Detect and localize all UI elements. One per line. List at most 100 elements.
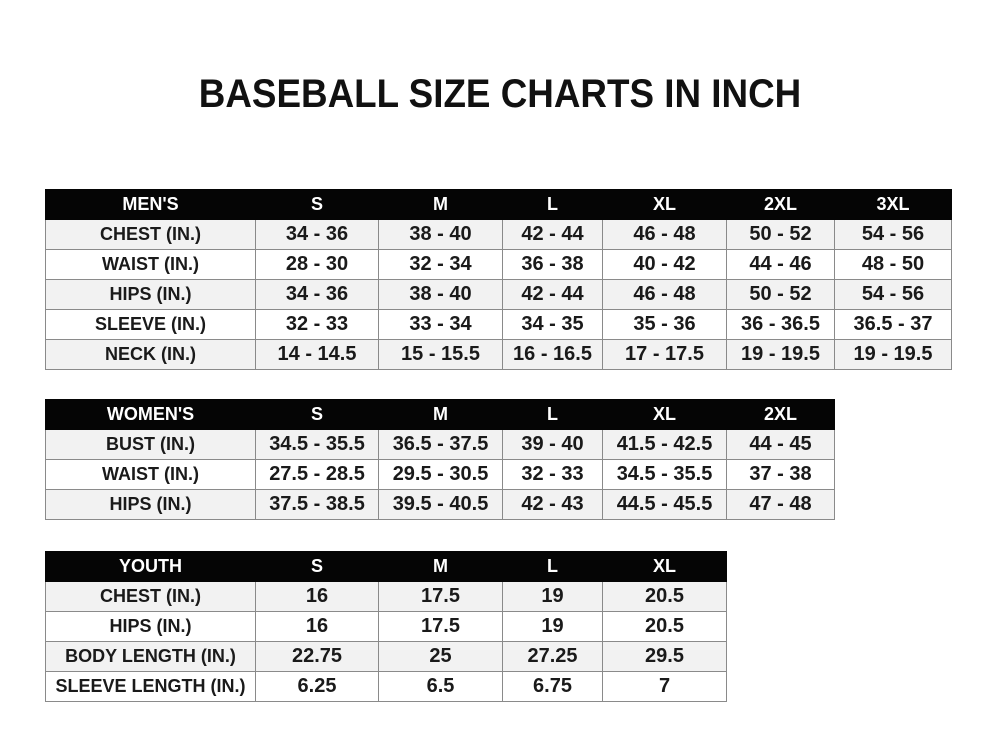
size-value: 14 - 14.5 [255, 339, 379, 370]
page-title: BASEBALL SIZE CHARTS IN INCH [198, 72, 802, 116]
size-header: 3XL [834, 189, 952, 220]
size-value: 20.5 [602, 581, 727, 612]
size-value: 47 - 48 [726, 489, 835, 520]
size-value: 6.25 [255, 671, 379, 702]
size-value: 35 - 36 [602, 309, 727, 340]
measurement-label: NECK (IN.) [45, 339, 256, 370]
size-value: 34 - 36 [255, 279, 379, 310]
youth-size-table: YOUTH S M L XL CHEST (IN.) 16 17.5 19 20.5 HIPS (I… [45, 551, 727, 702]
size-value: 37.5 - 38.5 [255, 489, 379, 520]
size-value: 44 - 45 [726, 429, 835, 460]
size-value: 46 - 48 [602, 279, 727, 310]
size-value: 16 - 16.5 [502, 339, 603, 370]
table-row: CHEST (IN.) 16 17.5 19 20.5 [45, 581, 727, 612]
table-row: SLEEVE (IN.) 32 - 33 33 - 34 34 - 35 35 - 36… [45, 309, 952, 340]
size-value: 36.5 - 37 [834, 309, 952, 340]
size-value: 42 - 43 [502, 489, 603, 520]
size-value: 20.5 [602, 611, 727, 642]
size-header: 2XL [726, 399, 835, 430]
size-value: 37 - 38 [726, 459, 835, 490]
size-value: 6.75 [502, 671, 603, 702]
measurement-label: SLEEVE LENGTH (IN.) [45, 671, 256, 702]
size-header: L [502, 189, 603, 220]
measurement-label: CHEST (IN.) [45, 219, 256, 250]
size-value: 17.5 [378, 581, 503, 612]
size-value: 32 - 34 [378, 249, 503, 280]
size-value: 19 - 19.5 [726, 339, 835, 370]
size-value: 48 - 50 [834, 249, 952, 280]
measurement-label: HIPS (IN.) [45, 611, 256, 642]
size-value: 34.5 - 35.5 [602, 459, 727, 490]
size-header: L [502, 399, 603, 430]
size-value: 44 - 46 [726, 249, 835, 280]
size-header: S [255, 551, 379, 582]
size-value: 28 - 30 [255, 249, 379, 280]
size-value: 54 - 56 [834, 219, 952, 250]
size-header: S [255, 189, 379, 220]
size-value: 40 - 42 [602, 249, 727, 280]
size-value: 32 - 33 [502, 459, 603, 490]
size-value: 19 [502, 581, 603, 612]
size-value: 25 [378, 641, 503, 672]
men-size-table: MEN'S S M L XL 2XL 3XL CHEST (IN.) 34 - 36 38 - 4… [45, 189, 952, 370]
size-value: 17 - 17.5 [602, 339, 727, 370]
header-row: YOUTH S M L XL [45, 551, 727, 582]
category-header: YOUTH [45, 551, 256, 582]
size-value: 16 [255, 611, 379, 642]
women-size-table: WOMEN'S S M L XL 2XL BUST (IN.) 34.5 - 35.5 36.5… [45, 399, 835, 520]
size-value: 7 [602, 671, 727, 702]
size-value: 50 - 52 [726, 279, 835, 310]
table-row: HIPS (IN.) 16 17.5 19 20.5 [45, 611, 727, 642]
measurement-label: CHEST (IN.) [45, 581, 256, 612]
size-value: 17.5 [378, 611, 503, 642]
size-header: M [378, 551, 503, 582]
size-value: 38 - 40 [378, 219, 503, 250]
size-value: 39 - 40 [502, 429, 603, 460]
size-value: 50 - 52 [726, 219, 835, 250]
size-value: 46 - 48 [602, 219, 727, 250]
measurement-label: WAIST (IN.) [45, 459, 256, 490]
table-row: WAIST (IN.) 27.5 - 28.5 29.5 - 30.5 32 - 33… [45, 459, 835, 490]
size-value: 27.5 - 28.5 [255, 459, 379, 490]
size-header: M [378, 189, 503, 220]
size-value: 27.25 [502, 641, 603, 672]
table-row: SLEEVE LENGTH (IN.) 6.25 6.5 6.75 7 [45, 671, 727, 702]
size-value: 36 - 36.5 [726, 309, 835, 340]
size-value: 16 [255, 581, 379, 612]
size-value: 19 - 19.5 [834, 339, 952, 370]
category-header: WOMEN'S [45, 399, 256, 430]
header-row: MEN'S S M L XL 2XL 3XL [45, 189, 952, 220]
size-value: 41.5 - 42.5 [602, 429, 727, 460]
measurement-label: WAIST (IN.) [45, 249, 256, 280]
size-value: 36.5 - 37.5 [378, 429, 503, 460]
size-value: 19 [502, 611, 603, 642]
size-value: 33 - 34 [378, 309, 503, 340]
category-header: MEN'S [45, 189, 256, 220]
table-row: CHEST (IN.) 34 - 36 38 - 40 42 - 44 46 - 48 5… [45, 219, 952, 250]
size-header: S [255, 399, 379, 430]
size-value: 34.5 - 35.5 [255, 429, 379, 460]
header-row: WOMEN'S S M L XL 2XL [45, 399, 835, 430]
size-header: 2XL [726, 189, 835, 220]
size-value: 42 - 44 [502, 279, 603, 310]
measurement-label: BODY LENGTH (IN.) [45, 641, 256, 672]
size-value: 34 - 35 [502, 309, 603, 340]
measurement-label: HIPS (IN.) [45, 489, 256, 520]
size-value: 29.5 [602, 641, 727, 672]
size-value: 34 - 36 [255, 219, 379, 250]
size-value: 6.5 [378, 671, 503, 702]
size-value: 44.5 - 45.5 [602, 489, 727, 520]
size-header: XL [602, 189, 727, 220]
table-row: BODY LENGTH (IN.) 22.75 25 27.25 29.5 [45, 641, 727, 672]
size-value: 39.5 - 40.5 [378, 489, 503, 520]
measurement-label: SLEEVE (IN.) [45, 309, 256, 340]
size-value: 15 - 15.5 [378, 339, 503, 370]
size-header: XL [602, 551, 727, 582]
size-value: 22.75 [255, 641, 379, 672]
measurement-label: BUST (IN.) [45, 429, 256, 460]
measurement-label: HIPS (IN.) [45, 279, 256, 310]
table-row: BUST (IN.) 34.5 - 35.5 36.5 - 37.5 39 - 40 4… [45, 429, 835, 460]
size-value: 38 - 40 [378, 279, 503, 310]
size-header: M [378, 399, 503, 430]
table-row: HIPS (IN.) 34 - 36 38 - 40 42 - 44 46 - 48 50… [45, 279, 952, 310]
